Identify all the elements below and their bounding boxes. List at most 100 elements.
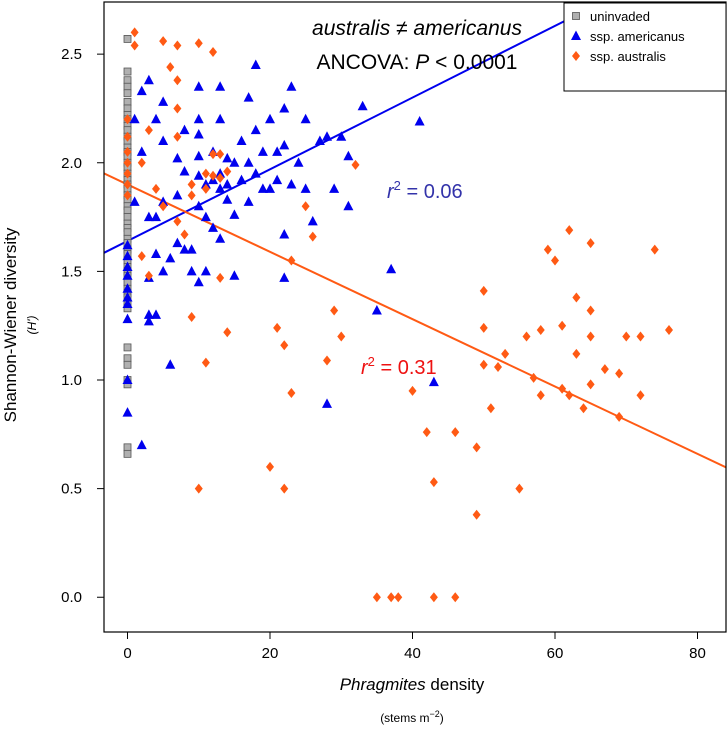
- data-point-americanus: [286, 178, 297, 189]
- legend-label-australis: ssp. australis: [590, 49, 666, 64]
- legend-box: [563, 2, 727, 92]
- data-point-americanus: [243, 196, 254, 206]
- data-point-americanus: [186, 244, 197, 254]
- legend-marker-uninvaded: [572, 12, 580, 20]
- data-point-australis: [665, 325, 674, 336]
- data-point-australis: [451, 592, 460, 603]
- data-point-americanus: [143, 315, 154, 326]
- data-point-americanus: [193, 170, 204, 180]
- data-point-americanus: [279, 272, 290, 282]
- data-point-americanus: [265, 113, 276, 124]
- data-point-australis: [144, 270, 153, 281]
- data-point-americanus: [286, 81, 297, 91]
- data-point-americanus: [143, 309, 154, 319]
- data-point-australis: [565, 390, 574, 401]
- data-point-australis: [187, 179, 196, 190]
- data-point-uninvaded: [123, 213, 132, 221]
- data-point-australis: [152, 183, 161, 194]
- data-point-americanus: [250, 59, 261, 69]
- data-point-americanus: [236, 174, 247, 185]
- data-point-americanus: [179, 165, 190, 176]
- data-point-americanus: [186, 265, 197, 276]
- data-point-australis: [123, 146, 132, 157]
- data-point-australis: [472, 509, 481, 520]
- data-point-americanus: [428, 376, 439, 387]
- data-point-americanus: [272, 174, 283, 185]
- data-point-australis: [636, 331, 645, 342]
- data-point-australis: [636, 390, 645, 401]
- data-point-americanus: [279, 228, 290, 239]
- data-point-americanus: [250, 124, 261, 135]
- data-point-americanus: [172, 237, 183, 248]
- x-tick-label: 80: [689, 645, 706, 662]
- data-point-uninvaded: [123, 449, 132, 458]
- data-point-australis: [287, 388, 296, 399]
- data-point-americanus: [414, 115, 425, 126]
- data-point-australis: [622, 331, 631, 342]
- data-point-americanus: [143, 74, 154, 85]
- data-point-australis: [586, 379, 595, 390]
- data-point-australis: [123, 190, 132, 201]
- data-point-australis: [551, 255, 560, 266]
- data-point-australis: [558, 383, 567, 394]
- data-point-americanus: [193, 81, 204, 91]
- data-point-australis: [216, 272, 225, 283]
- data-point-australis: [209, 170, 218, 181]
- data-point-australis: [173, 216, 182, 227]
- x-tick-label: 0: [123, 645, 131, 662]
- data-point-americanus: [229, 270, 240, 280]
- data-point-australis: [123, 157, 132, 168]
- data-point-australis: [536, 390, 545, 401]
- data-point-australis: [522, 331, 531, 342]
- data-point-americanus: [158, 135, 169, 146]
- data-point-australis: [429, 592, 438, 603]
- x-tick-label: 40: [404, 645, 421, 662]
- legend-marker-americanus: [571, 30, 581, 40]
- legend: uninvaded ssp. americanus ssp. australis: [563, 2, 727, 92]
- annotation-ancova: ANCOVA: P < 0.0001: [317, 51, 518, 74]
- data-point-australis: [287, 255, 296, 266]
- x-tick-label: 20: [262, 645, 279, 662]
- data-point-americanus: [122, 298, 133, 308]
- data-point-americanus: [122, 239, 133, 250]
- data-point-americanus: [158, 96, 169, 106]
- data-point-americanus: [279, 139, 290, 150]
- data-point-australis: [173, 40, 182, 51]
- data-point-australis: [280, 340, 289, 351]
- legend-label-uninvaded: uninvaded: [590, 9, 650, 24]
- data-point-americanus: [122, 407, 133, 417]
- data-point-americanus: [122, 261, 133, 272]
- data-point-australis: [429, 477, 438, 488]
- data-point-uninvaded: [123, 360, 132, 369]
- data-point-australis: [123, 179, 132, 190]
- data-point-americanus: [158, 265, 169, 276]
- data-point-australis: [479, 285, 488, 296]
- data-point-americanus: [193, 113, 204, 124]
- data-point-americanus: [193, 129, 204, 139]
- data-point-uninvaded: [123, 104, 132, 113]
- data-point-americanus: [293, 157, 304, 167]
- data-point-americanus: [122, 291, 133, 302]
- data-point-americanus: [136, 146, 147, 156]
- data-point-australis: [130, 40, 139, 51]
- data-point-australis: [515, 483, 524, 494]
- data-point-americanus: [136, 439, 147, 450]
- data-point-uninvaded: [123, 76, 132, 85]
- data-point-australis: [223, 166, 232, 177]
- annotation-comparison: australis ≠ americanus: [312, 17, 522, 40]
- data-point-uninvaded: [123, 82, 132, 91]
- data-point-australis: [273, 322, 282, 333]
- data-point-australis: [187, 190, 196, 201]
- data-point-australis: [351, 159, 360, 170]
- data-point-americanus: [336, 131, 347, 141]
- x-tick-label: 60: [547, 645, 564, 662]
- data-point-americanus: [257, 146, 268, 156]
- y-axis-ticks: 0.0 0.5 1.0 1.5 2.0 2.5: [61, 46, 104, 606]
- data-point-americanus: [136, 85, 147, 96]
- data-point-australis: [330, 305, 339, 316]
- data-point-americanus: [386, 263, 397, 274]
- legend-label-americanus: ssp. americanus: [590, 29, 685, 44]
- data-point-australis: [586, 331, 595, 342]
- data-point-americanus: [151, 309, 162, 319]
